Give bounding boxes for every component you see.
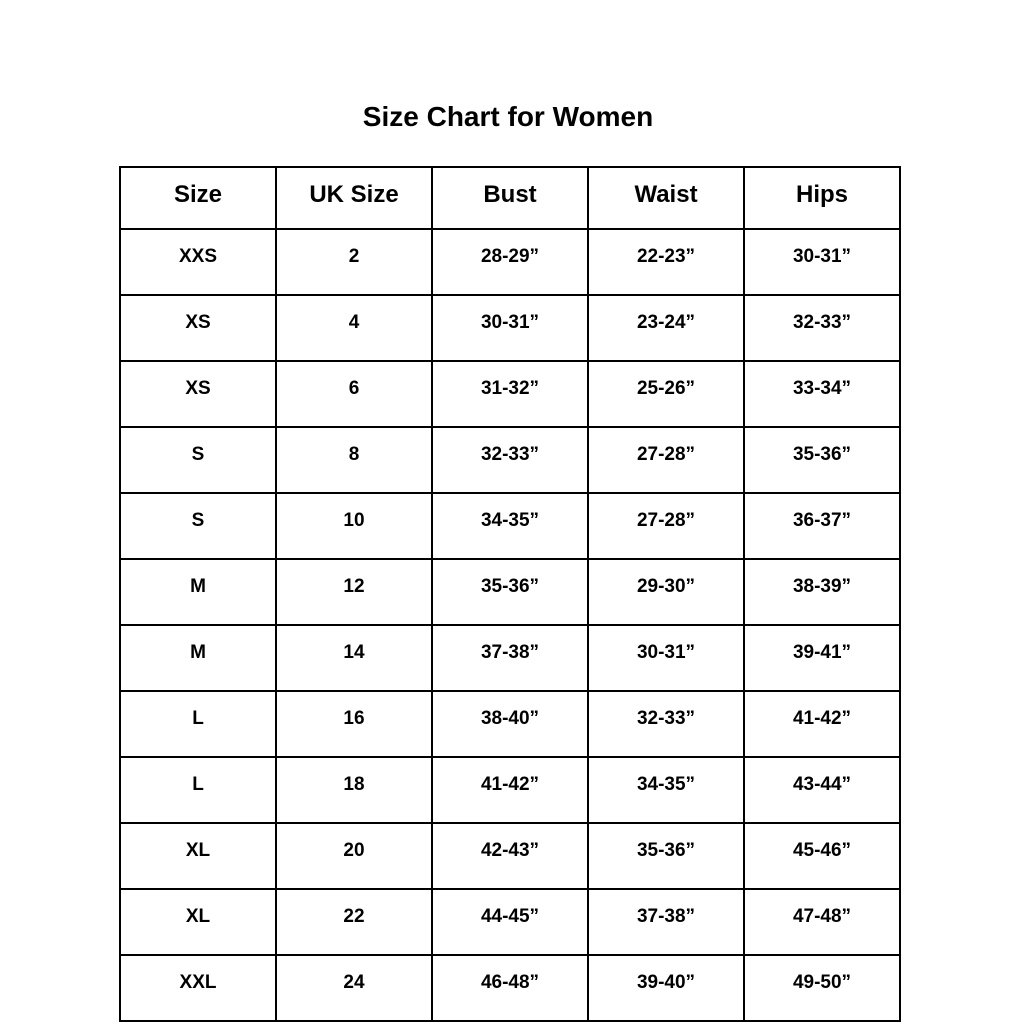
table-row: M 14 37-38” 30-31” 39-41” xyxy=(119,624,901,692)
column-header-hips: Hips xyxy=(743,166,901,230)
cell-hips: 36-37” xyxy=(743,492,901,560)
table-row: S 8 32-33” 27-28” 35-36” xyxy=(119,426,901,494)
cell-bust: 28-29” xyxy=(431,228,589,296)
cell-size: L xyxy=(119,690,277,758)
table-row: XL 22 44-45” 37-38” 47-48” xyxy=(119,888,901,956)
cell-bust: 35-36” xyxy=(431,558,589,626)
cell-size: S xyxy=(119,426,277,494)
cell-bust: 31-32” xyxy=(431,360,589,428)
cell-size: XL xyxy=(119,822,277,890)
cell-uk-size: 18 xyxy=(275,756,433,824)
cell-bust: 38-40” xyxy=(431,690,589,758)
cell-size: L xyxy=(119,756,277,824)
column-header-size: Size xyxy=(119,166,277,230)
cell-uk-size: 16 xyxy=(275,690,433,758)
cell-uk-size: 12 xyxy=(275,558,433,626)
table-row: M 12 35-36” 29-30” 38-39” xyxy=(119,558,901,626)
cell-bust: 42-43” xyxy=(431,822,589,890)
table-body: XXS 2 28-29” 22-23” 30-31” XS 4 30-31” 23-24” 32-… xyxy=(119,228,901,1022)
column-header-uk-size: UK Size xyxy=(275,166,433,230)
table-row: XXS 2 28-29” 22-23” 30-31” xyxy=(119,228,901,296)
table-row: XXL 24 46-48” 39-40” 49-50” xyxy=(119,954,901,1022)
cell-bust: 46-48” xyxy=(431,954,589,1022)
cell-bust: 41-42” xyxy=(431,756,589,824)
table-row: S 10 34-35” 27-28” 36-37” xyxy=(119,492,901,560)
cell-waist: 27-28” xyxy=(587,492,745,560)
cell-size: XXS xyxy=(119,228,277,296)
cell-size: M xyxy=(119,558,277,626)
cell-uk-size: 20 xyxy=(275,822,433,890)
cell-hips: 38-39” xyxy=(743,558,901,626)
cell-hips: 45-46” xyxy=(743,822,901,890)
cell-waist: 32-33” xyxy=(587,690,745,758)
cell-size: XXL xyxy=(119,954,277,1022)
cell-hips: 47-48” xyxy=(743,888,901,956)
cell-uk-size: 4 xyxy=(275,294,433,362)
cell-size: XS xyxy=(119,294,277,362)
cell-bust: 34-35” xyxy=(431,492,589,560)
cell-bust: 32-33” xyxy=(431,426,589,494)
cell-hips: 33-34” xyxy=(743,360,901,428)
cell-hips: 49-50” xyxy=(743,954,901,1022)
header-row: Size UK Size Bust Waist Hips xyxy=(119,166,901,230)
cell-size: M xyxy=(119,624,277,692)
column-header-waist: Waist xyxy=(587,166,745,230)
cell-hips: 35-36” xyxy=(743,426,901,494)
cell-size: S xyxy=(119,492,277,560)
cell-waist: 29-30” xyxy=(587,558,745,626)
cell-waist: 23-24” xyxy=(587,294,745,362)
table-header: Size UK Size Bust Waist Hips xyxy=(119,166,901,230)
cell-bust: 30-31” xyxy=(431,294,589,362)
cell-uk-size: 22 xyxy=(275,888,433,956)
cell-waist: 39-40” xyxy=(587,954,745,1022)
cell-waist: 25-26” xyxy=(587,360,745,428)
table-row: XS 6 31-32” 25-26” 33-34” xyxy=(119,360,901,428)
table-row: XL 20 42-43” 35-36” 45-46” xyxy=(119,822,901,890)
cell-uk-size: 10 xyxy=(275,492,433,560)
cell-waist: 35-36” xyxy=(587,822,745,890)
cell-size: XL xyxy=(119,888,277,956)
cell-bust: 37-38” xyxy=(431,624,589,692)
cell-waist: 22-23” xyxy=(587,228,745,296)
cell-hips: 30-31” xyxy=(743,228,901,296)
size-chart-table: Size UK Size Bust Waist Hips XXS 2 28-29” 22-23… xyxy=(119,166,901,1022)
cell-hips: 41-42” xyxy=(743,690,901,758)
cell-size: XS xyxy=(119,360,277,428)
cell-uk-size: 8 xyxy=(275,426,433,494)
column-header-bust: Bust xyxy=(431,166,589,230)
cell-waist: 34-35” xyxy=(587,756,745,824)
cell-waist: 27-28” xyxy=(587,426,745,494)
cell-uk-size: 14 xyxy=(275,624,433,692)
cell-uk-size: 2 xyxy=(275,228,433,296)
cell-uk-size: 24 xyxy=(275,954,433,1022)
cell-waist: 30-31” xyxy=(587,624,745,692)
table-row: L 16 38-40” 32-33” 41-42” xyxy=(119,690,901,758)
cell-bust: 44-45” xyxy=(431,888,589,956)
cell-waist: 37-38” xyxy=(587,888,745,956)
cell-hips: 39-41” xyxy=(743,624,901,692)
cell-hips: 43-44” xyxy=(743,756,901,824)
table-row: XS 4 30-31” 23-24” 32-33” xyxy=(119,294,901,362)
cell-hips: 32-33” xyxy=(743,294,901,362)
table-row: L 18 41-42” 34-35” 43-44” xyxy=(119,756,901,824)
page-title: Size Chart for Women xyxy=(362,101,654,132)
cell-uk-size: 6 xyxy=(275,360,433,428)
